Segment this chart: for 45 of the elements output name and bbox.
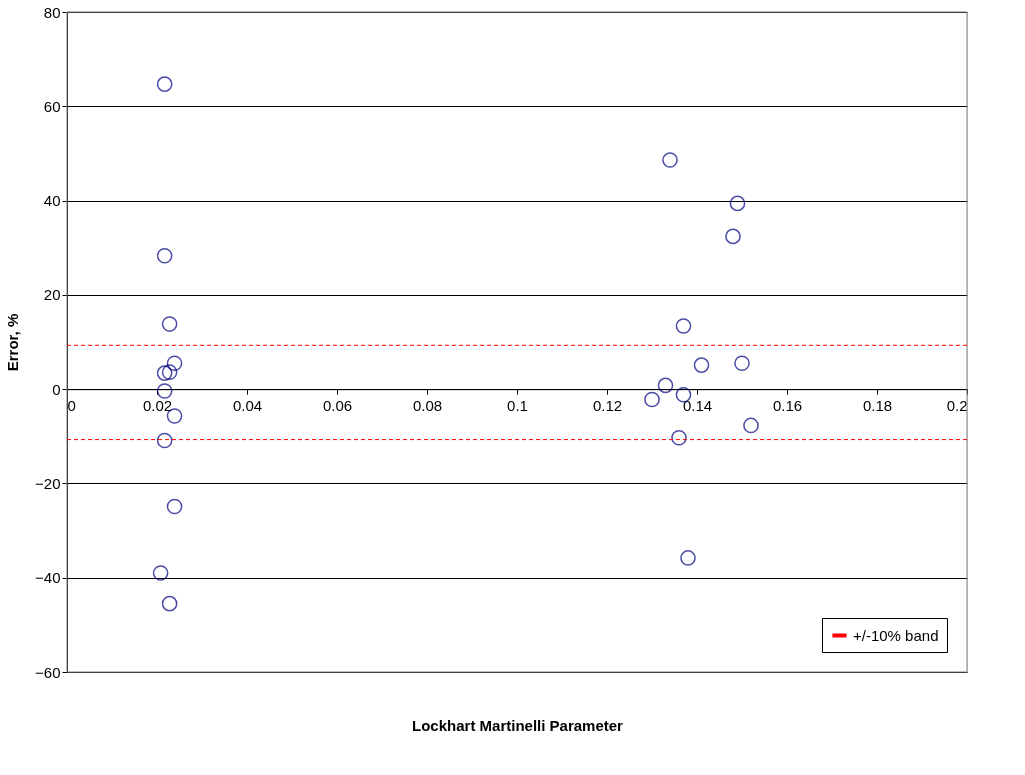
point	[729, 195, 746, 212]
x-tick-label: 0.2	[946, 396, 968, 414]
point	[662, 152, 678, 168]
x-tick-label: 0.06	[322, 396, 353, 414]
x-tick-label: 0	[67, 396, 76, 414]
point	[725, 228, 741, 245]
point	[152, 565, 169, 581]
point	[166, 355, 183, 372]
point	[671, 429, 687, 446]
point	[156, 247, 173, 264]
point	[161, 595, 178, 612]
point	[657, 377, 674, 394]
legend-label: +/-10% band	[853, 626, 939, 644]
point	[156, 383, 173, 399]
point	[156, 432, 173, 449]
x-tick-label: 0.02	[142, 396, 173, 414]
x-tick-label: 0.08	[412, 396, 443, 414]
point	[675, 386, 692, 403]
point	[161, 316, 178, 332]
y-tick-label: 80	[43, 3, 61, 21]
point	[734, 355, 750, 372]
y-tick-label: 40	[43, 192, 61, 210]
y-tick-label: −20	[35, 474, 61, 492]
x-tick-label: 0.1	[507, 396, 528, 414]
point	[693, 357, 710, 373]
x-tick-label: 0.12	[592, 396, 623, 414]
point	[644, 391, 660, 408]
point	[166, 498, 183, 515]
point	[675, 318, 692, 334]
point	[161, 364, 178, 380]
point	[156, 76, 173, 92]
y-tick-label: −40	[35, 569, 61, 587]
x-tick-label: 0.18	[862, 396, 893, 414]
x-tick-label: 0.16	[772, 396, 803, 414]
y-axis-title: Error, %	[4, 313, 22, 372]
x-tick-label: 0.04	[232, 396, 263, 414]
y-tick-label: −60	[35, 663, 61, 681]
y-tick-label: 60	[43, 97, 61, 115]
x-tick-label: 0.14	[682, 396, 713, 414]
y-tick-label: 0	[52, 380, 61, 398]
point	[680, 550, 696, 566]
point	[743, 417, 759, 434]
y-tick-label: 20	[43, 286, 61, 304]
point	[156, 365, 173, 381]
x-axis-title: Lockhart Martinelli Parameter	[412, 716, 624, 734]
